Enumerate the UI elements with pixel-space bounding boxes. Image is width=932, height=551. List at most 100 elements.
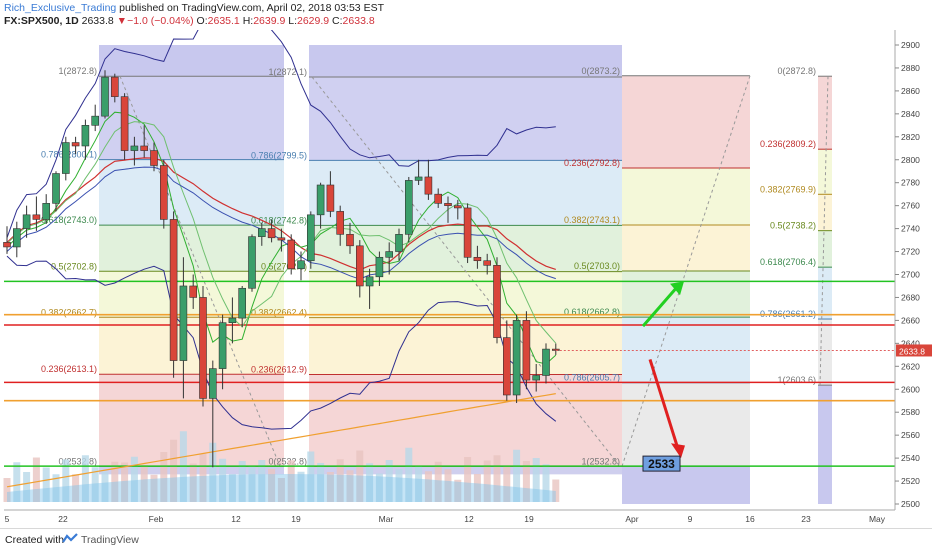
candle-body[interactable] [32,214,41,220]
candle-body[interactable] [414,176,423,181]
candle-body[interactable] [160,165,168,220]
tradingview-brand[interactable]: TradingView [81,534,139,546]
fib1-fib-zone-382 [99,317,284,375]
volume-bar [552,479,560,502]
candle-body[interactable] [189,285,197,298]
candle-body[interactable] [61,142,70,174]
candle-body[interactable] [336,211,345,235]
low-value: 2629.9 [297,15,330,27]
fib4-zone-bottom [818,385,832,504]
candle-body[interactable] [248,236,256,289]
candle-body[interactable] [424,176,433,195]
fib2-fib-zone-236 [309,374,622,467]
candle-body[interactable] [13,228,21,248]
candle-body[interactable] [179,285,188,361]
candle-body[interactable] [385,251,394,258]
green-arrow-head [670,281,684,296]
last-price-tag [896,344,932,357]
candle-body[interactable] [71,142,80,147]
fib3-fib-zone-top [622,75,750,169]
candle-body[interactable] [228,317,237,323]
candle-body[interactable] [22,214,31,229]
volume-bar [72,474,80,502]
candle-body[interactable] [297,260,305,270]
candle-body[interactable] [91,115,99,126]
candle-body[interactable] [522,320,531,381]
volume-bar [385,460,393,502]
candle-body[interactable] [453,205,462,209]
time-tick-label: 19 [524,514,534,524]
candle-body[interactable] [542,348,550,376]
open-value: 2635.1 [207,15,240,27]
candle-body[interactable] [375,256,384,278]
candle-body[interactable] [267,228,276,239]
high-value: 2639.9 [253,15,286,27]
candle-body[interactable] [346,234,354,247]
target-label-box [642,455,681,472]
candle-body[interactable] [130,145,139,151]
candle-body[interactable] [532,375,541,381]
fib1-fib-zone-top [99,76,284,160]
price-tick-label: 2900 [901,40,920,50]
candle-body[interactable] [3,242,11,248]
volume-bar [209,442,217,502]
volume-bar [356,450,364,502]
candle-body[interactable] [287,239,296,270]
time-tick-label: Apr [625,514,638,524]
volume-bar [444,469,452,502]
candle-body[interactable] [150,150,158,166]
volume-bar [415,465,423,502]
volume-bar [336,459,344,502]
candle-body[interactable] [169,219,178,361]
volume-bar [101,471,109,502]
red-down-arrow [648,358,680,450]
candle-body[interactable] [209,368,217,399]
price-tick-label: 2580 [901,407,920,417]
candle-body[interactable] [238,287,246,319]
last-price-tag-label: 2633.8 [899,346,925,356]
time-tick-label: 12 [231,514,241,524]
price-tick-label: 2820 [901,132,920,142]
volume-bar [170,439,178,502]
candle-body[interactable] [52,173,60,204]
candle-body[interactable] [199,297,207,399]
candle-body[interactable] [101,76,109,117]
candle-body[interactable] [365,276,374,287]
candle-body[interactable] [512,320,521,396]
fib3-fib-zone-236 [622,382,750,467]
candle-body[interactable] [81,125,90,147]
fib1-level-label: 0.5(2702.8) [51,261,97,271]
volume-bar [454,479,462,502]
price-tick-label: 2660 [901,315,920,325]
candle-body[interactable] [434,193,443,204]
candle-body[interactable] [218,322,227,369]
high-label: H: [242,15,254,27]
candle-body[interactable] [473,256,482,262]
candle-body[interactable] [111,76,119,97]
volume-bar [140,465,148,502]
candle-body[interactable] [395,234,403,252]
candle-body[interactable] [120,96,129,151]
candle-body[interactable] [326,184,335,212]
candle-body[interactable] [463,207,472,258]
candle-body[interactable] [444,203,452,206]
candle-body[interactable] [483,260,492,266]
fib1-fib-zone-618 [99,225,284,272]
candle-body[interactable] [355,245,364,287]
candle-body[interactable] [316,184,325,216]
candle-body[interactable] [493,265,501,338]
candle-body[interactable] [257,228,266,237]
candle-body[interactable] [404,180,413,235]
volume-bar [424,471,432,502]
candle-body[interactable] [140,145,148,151]
candle-body[interactable] [502,337,511,396]
candle-body[interactable] [42,203,51,220]
publish-info: Rich_Exclusive_Trading published on Trad… [4,2,384,14]
time-tick-label: 12 [464,514,474,524]
candle-body[interactable] [306,214,315,262]
price-chart[interactable]: 1(2872.8)0.786(2800.1)0.618(2743.0)0.5(2… [0,30,932,528]
author-link[interactable]: Rich_Exclusive_Trading [4,2,117,14]
low-label: L: [288,15,297,27]
volume-bar [62,459,70,502]
candle-body[interactable] [277,237,286,241]
